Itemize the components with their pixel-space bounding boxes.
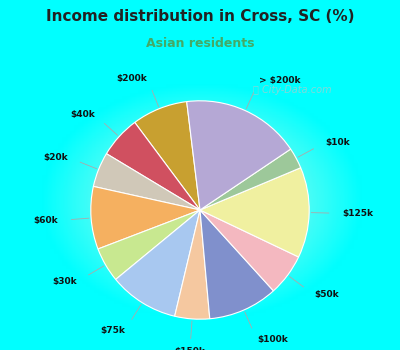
Wedge shape <box>91 187 200 249</box>
Wedge shape <box>200 149 301 210</box>
Text: $30k: $30k <box>53 277 77 286</box>
Text: Income distribution in Cross, SC (%): Income distribution in Cross, SC (%) <box>46 9 354 24</box>
Text: $40k: $40k <box>70 110 95 119</box>
Wedge shape <box>175 210 210 319</box>
Wedge shape <box>200 210 274 319</box>
Text: $100k: $100k <box>257 336 288 344</box>
Wedge shape <box>200 210 298 291</box>
Text: $20k: $20k <box>44 153 68 162</box>
Wedge shape <box>200 168 309 257</box>
Text: $125k: $125k <box>342 209 373 218</box>
Text: $150k: $150k <box>174 347 205 350</box>
Text: $200k: $200k <box>116 74 147 83</box>
Wedge shape <box>98 210 200 279</box>
Text: ⓘ City-Data.com: ⓘ City-Data.com <box>253 85 331 96</box>
Text: $75k: $75k <box>100 326 125 335</box>
Text: $50k: $50k <box>314 290 338 299</box>
Wedge shape <box>135 102 200 210</box>
Wedge shape <box>187 101 291 210</box>
Text: > $200k: > $200k <box>259 76 300 85</box>
Text: $10k: $10k <box>325 138 350 147</box>
Text: $60k: $60k <box>34 216 58 225</box>
Text: Asian residents: Asian residents <box>146 37 254 50</box>
Wedge shape <box>93 154 200 210</box>
Wedge shape <box>116 210 200 316</box>
Wedge shape <box>106 122 200 210</box>
